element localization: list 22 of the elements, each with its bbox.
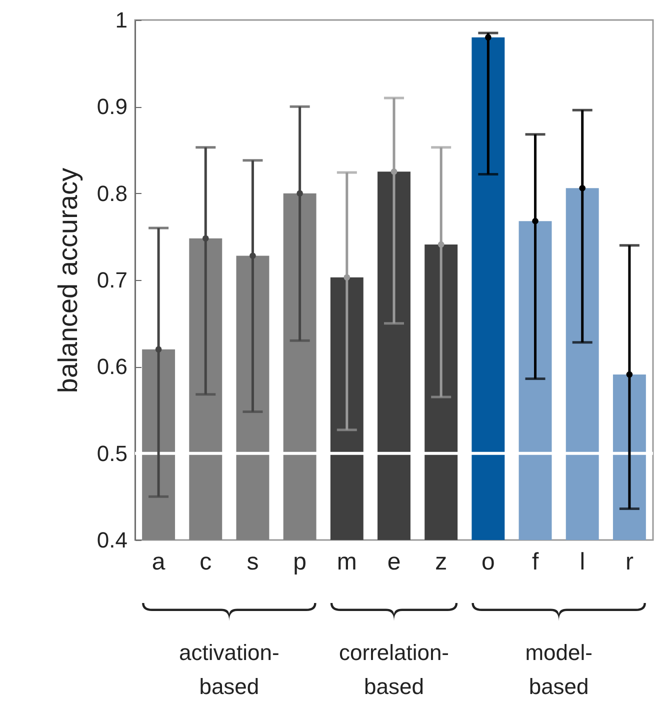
y-tick-label: 0.9: [96, 94, 128, 120]
y-tick-label: 1: [115, 8, 128, 32]
y-tick-label: 0.7: [96, 268, 128, 292]
x-tick-label: f: [532, 548, 539, 576]
x-tick-label: a: [152, 548, 166, 576]
x-tick-label: m: [336, 548, 357, 576]
y-tick-label: 0.4: [96, 528, 128, 552]
x-tick-label: s: [246, 548, 259, 576]
y-axis-title: balanced accuracy: [52, 167, 83, 394]
text: model-based: [525, 640, 592, 699]
text: activation-based: [179, 640, 280, 699]
x-tick-label: o: [482, 548, 495, 576]
x-tick-label: c: [200, 548, 212, 576]
x-tick-label: l: [580, 548, 586, 576]
x-tick-label: r: [625, 548, 634, 576]
y-tick-label: 0.5: [96, 440, 128, 466]
y-tick-label: 0.6: [96, 354, 128, 380]
x-tick-label: z: [435, 548, 448, 576]
x-tick-label: e: [387, 548, 401, 576]
x-tick-label: p: [293, 548, 306, 576]
text: correlation-based: [338, 640, 450, 699]
y-tick-label: 0.8: [96, 180, 128, 206]
